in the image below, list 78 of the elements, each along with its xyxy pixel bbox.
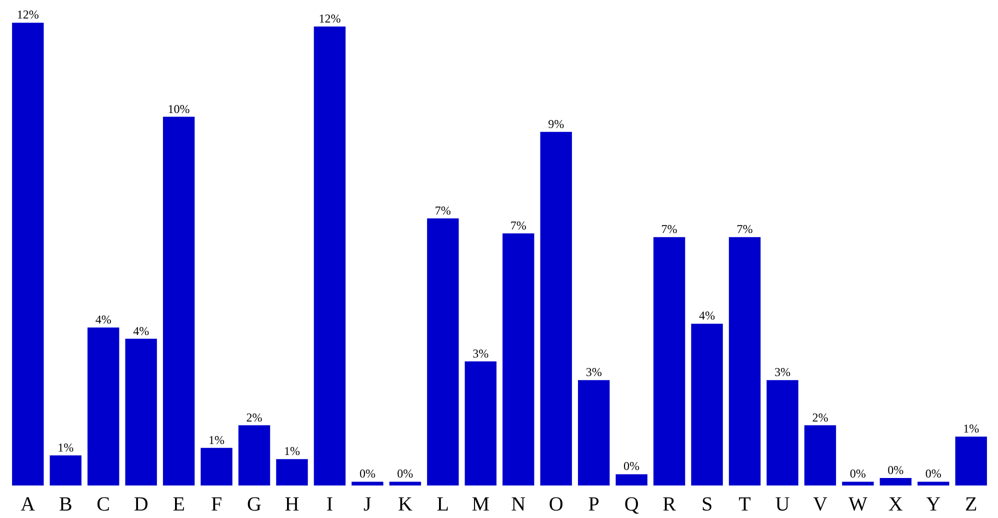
x-tick-label: P [588, 494, 600, 516]
data-label: 10% [168, 102, 190, 116]
x-tick-label: C [96, 494, 110, 516]
data-label: 3% [472, 346, 489, 360]
data-label: 1% [963, 422, 980, 436]
data-label: 9% [548, 116, 564, 131]
x-tick-label: J [364, 494, 372, 516]
bar [578, 380, 610, 486]
data-label: 7% [661, 222, 678, 236]
data-label: 0% [925, 466, 942, 481]
data-label: 0% [850, 466, 866, 481]
x-tick-label: A [20, 494, 36, 516]
x-tick-label: S [701, 494, 713, 516]
data-label: 12% [318, 11, 341, 26]
x-tick-label: B [58, 494, 72, 516]
data-label: 1% [284, 444, 300, 458]
bar [238, 425, 270, 486]
bar [464, 361, 496, 486]
x-tick-label: H [284, 494, 300, 516]
bar [50, 455, 82, 486]
x-tick-label: Q [624, 494, 640, 516]
bar [540, 132, 572, 486]
bar [502, 233, 534, 486]
x-tick-label: M [472, 494, 490, 516]
bar [314, 26, 346, 486]
bar [691, 324, 723, 486]
data-label: 7% [510, 218, 526, 232]
x-tick-label: K [398, 494, 413, 516]
x-tick-label: E [172, 494, 185, 516]
x-tick-label: T [738, 494, 751, 516]
data-label: 2% [812, 410, 828, 424]
x-tick-label: R [662, 494, 677, 516]
data-label: 1% [208, 432, 225, 447]
bar [352, 482, 384, 486]
bar [389, 482, 422, 486]
x-tick-label: D [134, 494, 148, 516]
x-tick-label: W [848, 494, 868, 516]
data-label: 7% [736, 222, 753, 236]
x-tick-label: I [326, 494, 334, 516]
x-tick-label: N [511, 494, 526, 516]
data-label: 4% [133, 324, 150, 338]
data-label: 12% [16, 8, 39, 22]
data-label: 0% [359, 466, 376, 481]
bar [880, 478, 912, 486]
x-tick-label: V [812, 494, 828, 516]
data-label: 7% [434, 203, 451, 218]
bar [125, 338, 157, 486]
data-label: 0% [624, 459, 640, 474]
data-label: 3% [774, 365, 790, 380]
bar [728, 237, 761, 486]
data-label: 0% [888, 462, 904, 477]
bar [653, 237, 686, 486]
bar [276, 459, 308, 486]
data-label: 4% [699, 308, 716, 323]
x-tick-label: Z [965, 494, 978, 516]
x-tick-label: Y [926, 494, 941, 516]
bar [200, 448, 232, 486]
x-tick-label: O [548, 494, 564, 516]
x-tick-label: X [888, 494, 904, 516]
x-tick-label: G [247, 494, 262, 516]
bar [12, 22, 44, 486]
bar [842, 482, 874, 486]
bar [804, 425, 836, 486]
x-tick-label: U [775, 494, 790, 516]
data-label: 3% [586, 365, 602, 380]
x-tick-label: L [436, 494, 450, 516]
x-tick-label: F [210, 494, 222, 516]
data-label: 2% [246, 410, 262, 424]
bar [955, 436, 987, 486]
bar [616, 474, 648, 486]
bar [427, 218, 459, 486]
data-label: 4% [95, 312, 112, 326]
data-label: 1% [58, 440, 74, 454]
data-label: 0% [397, 466, 414, 481]
bar [88, 327, 120, 486]
bar [162, 116, 195, 486]
bar [766, 380, 798, 486]
bar [918, 482, 950, 486]
